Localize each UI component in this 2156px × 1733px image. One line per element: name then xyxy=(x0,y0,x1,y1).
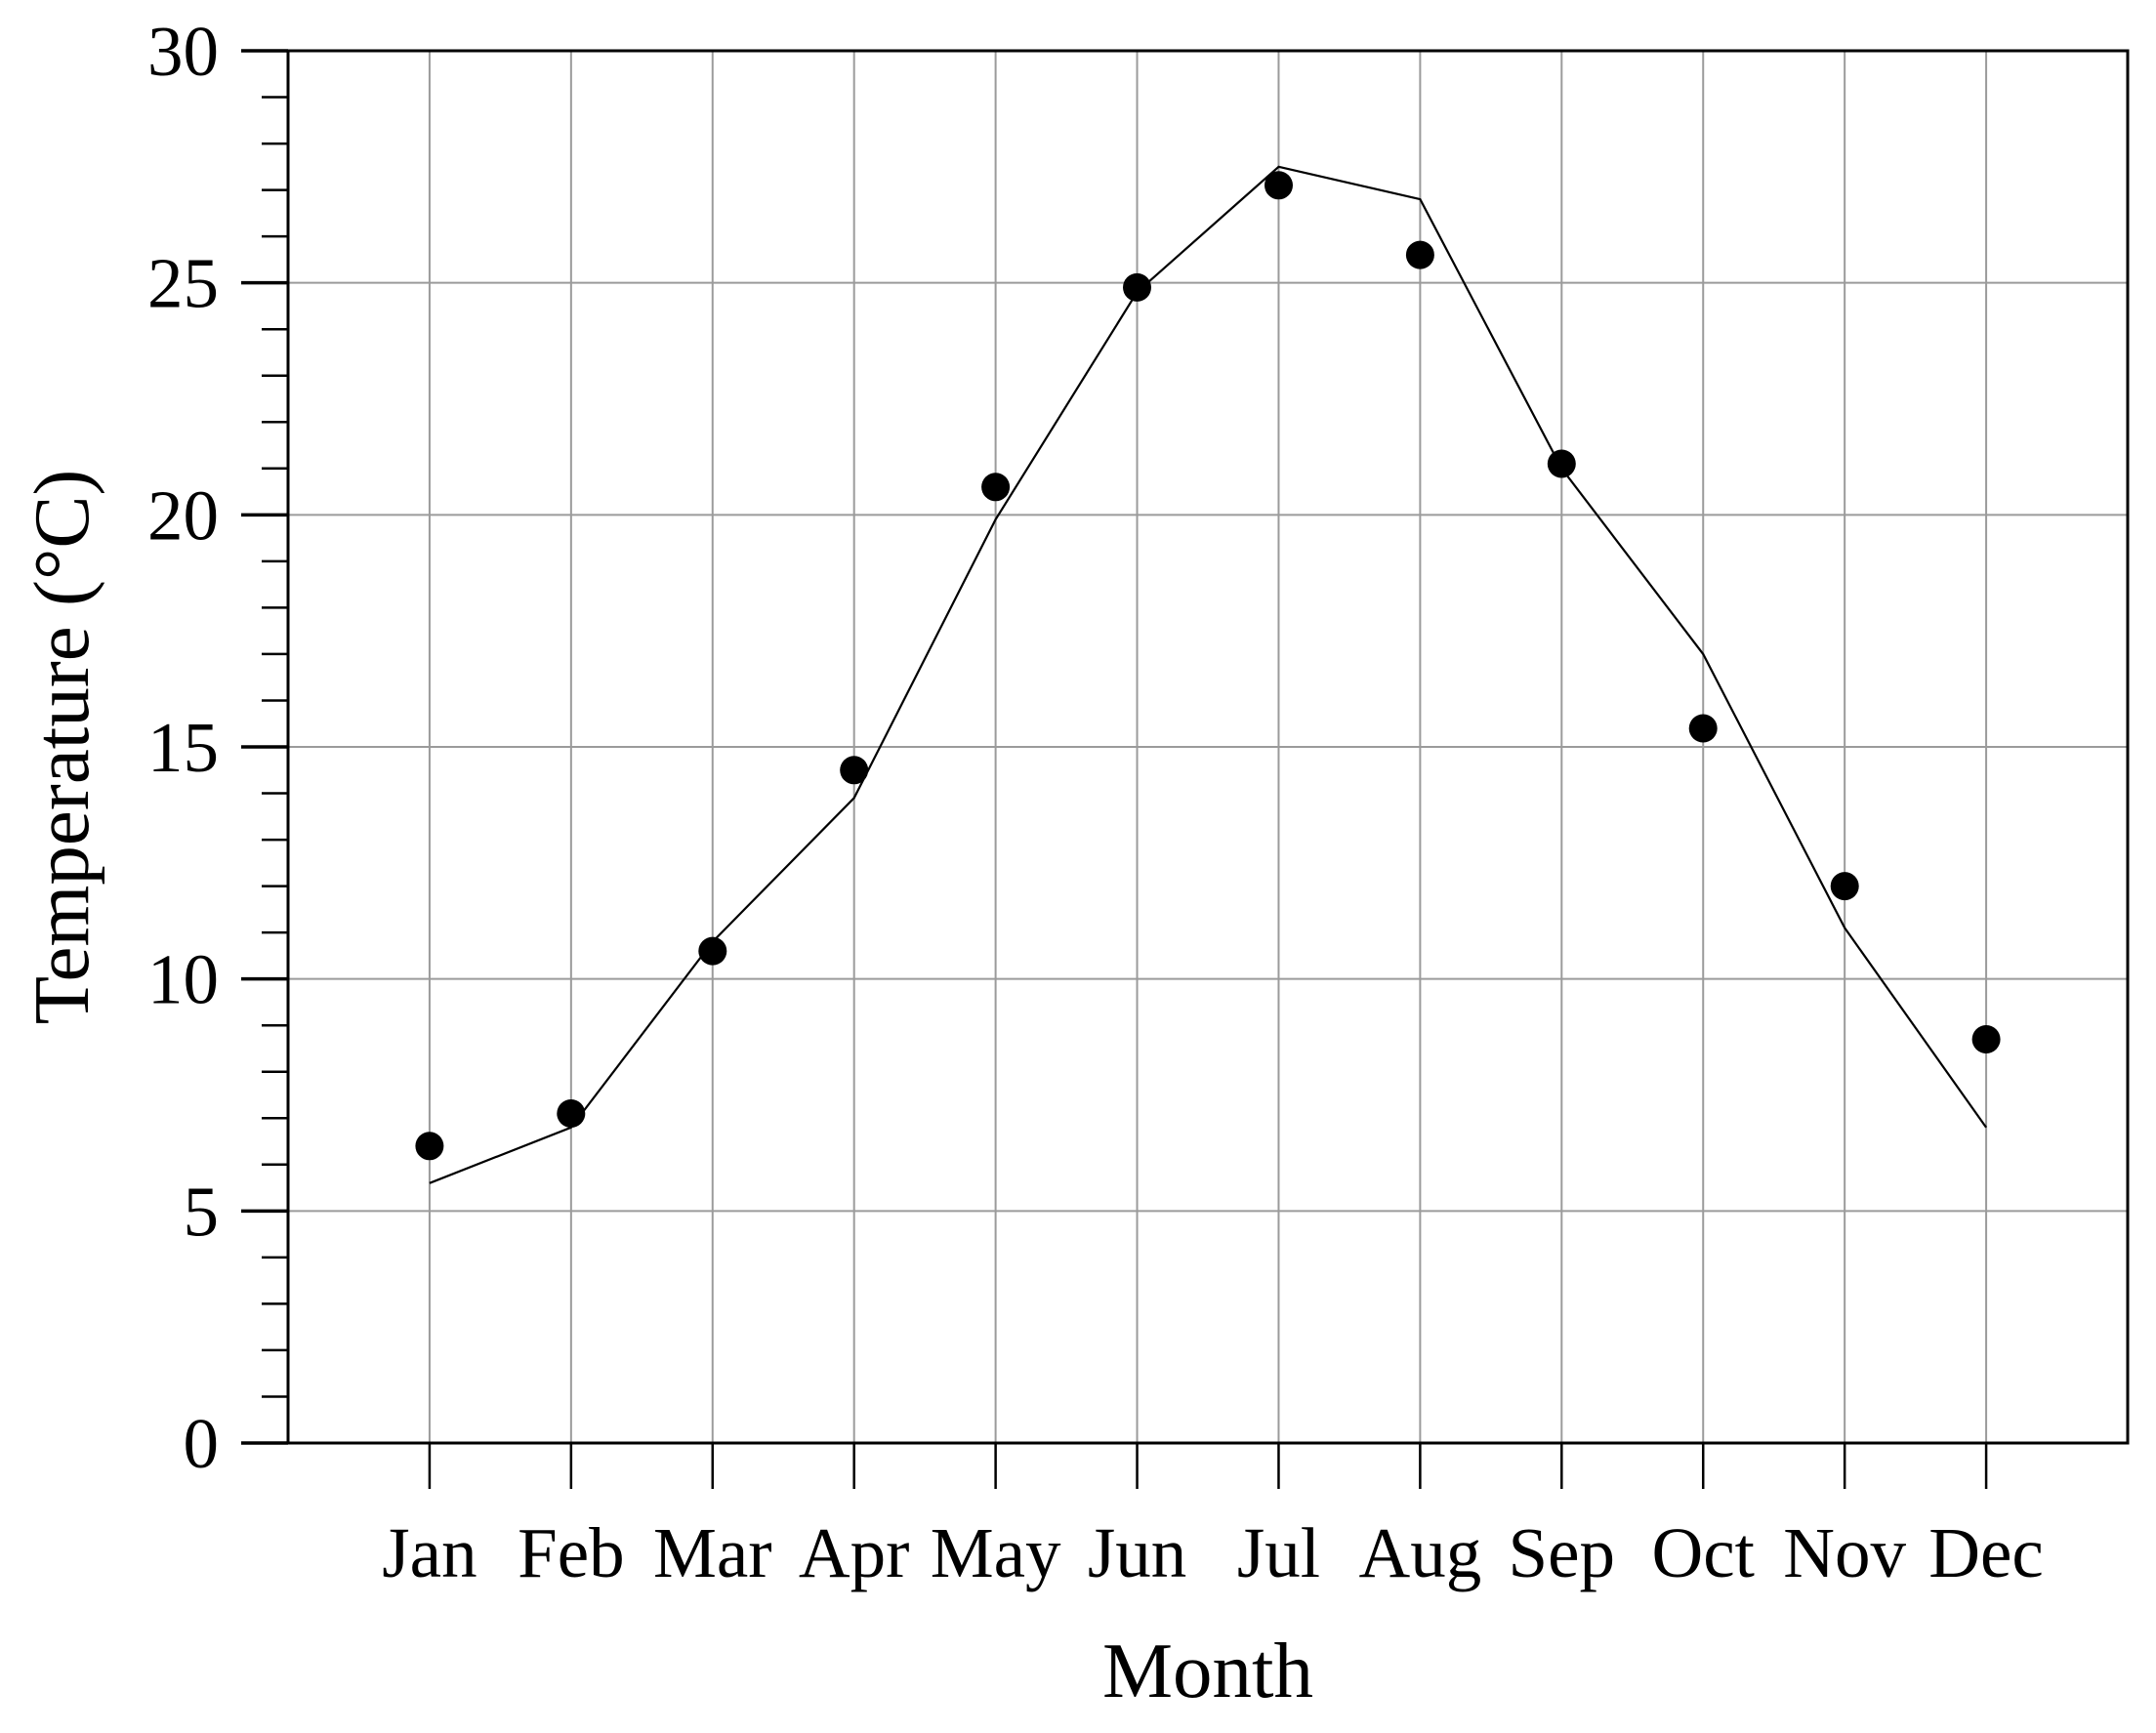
x-tick-label-sep: Sep xyxy=(1509,1513,1616,1592)
y-tick-label-10: 10 xyxy=(147,940,219,1019)
x-tick-label-dec: Dec xyxy=(1928,1513,2044,1592)
y-tick-label-25: 25 xyxy=(147,244,219,323)
data-point-oct xyxy=(1688,714,1718,743)
trend-line-layer xyxy=(429,165,1987,1184)
data-point-apr xyxy=(840,756,869,785)
x-axis-ticks xyxy=(428,1443,1988,1489)
y-tick-label-30: 30 xyxy=(147,12,219,91)
y-tick-label-15: 15 xyxy=(147,708,219,787)
x-tick-label-may: May xyxy=(931,1513,1061,1592)
temperature-trend-line xyxy=(429,165,1987,1184)
y-tick-label-0: 0 xyxy=(184,1404,220,1483)
data-point-may xyxy=(981,473,1011,502)
data-point-jun xyxy=(1123,272,1151,302)
x-axis-tick-labels: Jan Feb Mar Apr May Jun Jul Aug Sep Oct Nov Dec xyxy=(382,1513,2044,1592)
plot-border xyxy=(286,49,2130,1445)
data-point-jan xyxy=(415,1132,444,1161)
y-axis-tick-labels: 0 5 10 15 20 25 30 xyxy=(147,12,219,1483)
data-point-dec xyxy=(1971,1025,2001,1053)
x-tick-label-feb: Feb xyxy=(518,1513,625,1592)
gridlines xyxy=(288,51,2128,1443)
x-tick-label-aug: Aug xyxy=(1359,1513,1482,1592)
data-point-mar xyxy=(698,936,727,966)
data-point-jul xyxy=(1265,171,1293,200)
plot-frame xyxy=(286,49,2130,1445)
data-point-nov xyxy=(1830,872,1859,901)
y-tick-label-20: 20 xyxy=(147,475,219,555)
x-tick-label-jan: Jan xyxy=(382,1513,477,1592)
data-point-sep xyxy=(1547,449,1576,478)
x-tick-label-jun: Jun xyxy=(1088,1513,1186,1592)
data-point-feb xyxy=(557,1099,586,1128)
scatter-points-layer xyxy=(415,171,2001,1161)
y-axis-ticks xyxy=(241,49,288,1445)
y-tick-label-5: 5 xyxy=(184,1172,220,1251)
data-point-aug xyxy=(1405,240,1434,269)
x-axis-title: Month xyxy=(1102,1627,1313,1714)
x-tick-label-apr: Apr xyxy=(799,1513,910,1592)
x-tick-label-oct: Oct xyxy=(1652,1513,1755,1592)
x-tick-label-jul: Jul xyxy=(1237,1513,1320,1592)
y-axis-title: Temperature (°C) xyxy=(18,470,105,1025)
x-tick-label-nov: Nov xyxy=(1783,1513,1906,1592)
x-tick-label-mar: Mar xyxy=(653,1513,772,1592)
